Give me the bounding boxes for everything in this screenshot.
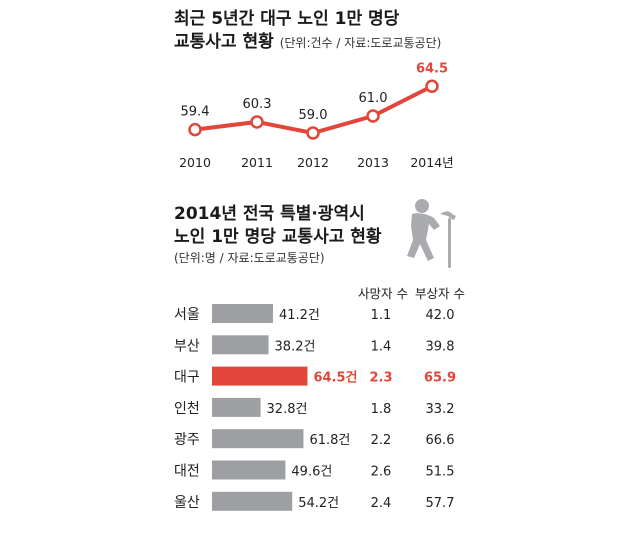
- deaths-value-인천: 1.8: [371, 402, 392, 417]
- deaths-value-부산: 1.4: [371, 339, 392, 354]
- category-label-광주: 광주: [174, 432, 200, 448]
- bar-value-label-대구: 64.5건: [313, 370, 357, 386]
- category-label-인천: 인천: [174, 401, 200, 417]
- injuries-value-울산: 57.7: [426, 496, 455, 511]
- bar-서울: [212, 304, 273, 323]
- category-label-대전: 대전: [174, 464, 200, 480]
- top-chart-title-line2: 교통사고 현황: [174, 32, 274, 52]
- line-value-label-2014년: 64.5: [416, 61, 448, 76]
- line-point-2010: [188, 122, 202, 137]
- x-tick-label-2014년: 2014년: [410, 155, 453, 170]
- deaths-value-대전: 2.6: [371, 465, 392, 480]
- category-label-대구: 대구: [174, 370, 200, 386]
- injuries-value-대전: 51.5: [426, 465, 455, 480]
- line-chart: 59.4 60.3 59.0 61.0 64.5 2010 2011 2012 2013 2014…: [179, 61, 454, 170]
- top-chart-unit-note: (단위:건수 / 자료:도로교통공단): [279, 36, 442, 50]
- bar-value-label-울산: 54.2건: [298, 496, 339, 511]
- category-label-부산: 부산: [174, 338, 200, 354]
- bar-value-label-광주: 61.8건: [309, 433, 350, 448]
- bar-대구: [212, 366, 308, 386]
- bar-value-label-인천: 32.8건: [267, 402, 308, 417]
- line-point-2013: [366, 109, 380, 123]
- bar-chart-title-line2: 노인 1만 명당 교통사고 현황: [174, 227, 382, 247]
- line-point-2011: [250, 115, 264, 129]
- bar-chart-title-line1: 2014년 전국 특별·광역시: [174, 204, 365, 224]
- injuries-value-부산: 39.8: [426, 339, 455, 354]
- injuries-value-광주: 66.6: [426, 433, 455, 448]
- bar-chart-unit-note: (단위:명 / 자료:도로교통공단): [174, 251, 325, 265]
- deaths-value-대구: 2.3: [369, 371, 392, 386]
- x-tick-label-2012: 2012: [297, 155, 329, 170]
- line-value-label-2011: 60.3: [243, 97, 272, 112]
- bar-부산: [212, 335, 269, 355]
- elderly-person-walking-icon: [407, 199, 456, 268]
- x-tick-label-2010: 2010: [179, 155, 211, 170]
- top-chart-title-line1: 최근 5년간 대구 노인 1만 명당: [174, 9, 400, 29]
- col-header-deaths: 사망자 수: [358, 286, 408, 301]
- x-tick-label-2013: 2013: [357, 155, 389, 170]
- bar-value-label-대전: 49.6건: [291, 465, 332, 480]
- line-point-2014년: [425, 79, 439, 93]
- line-value-label-2013: 61.0: [359, 91, 388, 106]
- bar-chart: 서울 41.2건 1.1 42.0 부산 38.2건 1.4 39.8 대구 64.5건 2.3 65…: [174, 304, 456, 511]
- top-chart-title-line2-wrap: 교통사고 현황 (단위:건수 / 자료:도로교통공단): [174, 27, 441, 52]
- bar-value-label-부산: 38.2건: [275, 339, 316, 354]
- x-tick-label-2011: 2011: [241, 155, 273, 170]
- line-point-2012: [306, 126, 320, 140]
- category-label-서울: 서울: [174, 307, 200, 323]
- bar-인천: [212, 397, 261, 417]
- injuries-value-서울: 42.0: [426, 308, 455, 323]
- injuries-value-대구: 65.9: [424, 371, 456, 386]
- bar-대전: [212, 460, 286, 480]
- line-value-label-2010: 59.4: [181, 105, 210, 120]
- bar-울산: [212, 491, 293, 511]
- line-value-label-2012: 59.0: [299, 108, 328, 123]
- bar-value-label-서울: 41.2건: [279, 308, 320, 323]
- col-header-injuries: 부상자 수: [415, 286, 465, 301]
- deaths-value-광주: 2.2: [371, 433, 392, 448]
- injuries-value-인천: 33.2: [426, 402, 455, 417]
- deaths-value-서울: 1.1: [371, 308, 392, 323]
- deaths-value-울산: 2.4: [371, 496, 392, 511]
- category-label-울산: 울산: [174, 495, 200, 511]
- bar-광주: [212, 429, 304, 449]
